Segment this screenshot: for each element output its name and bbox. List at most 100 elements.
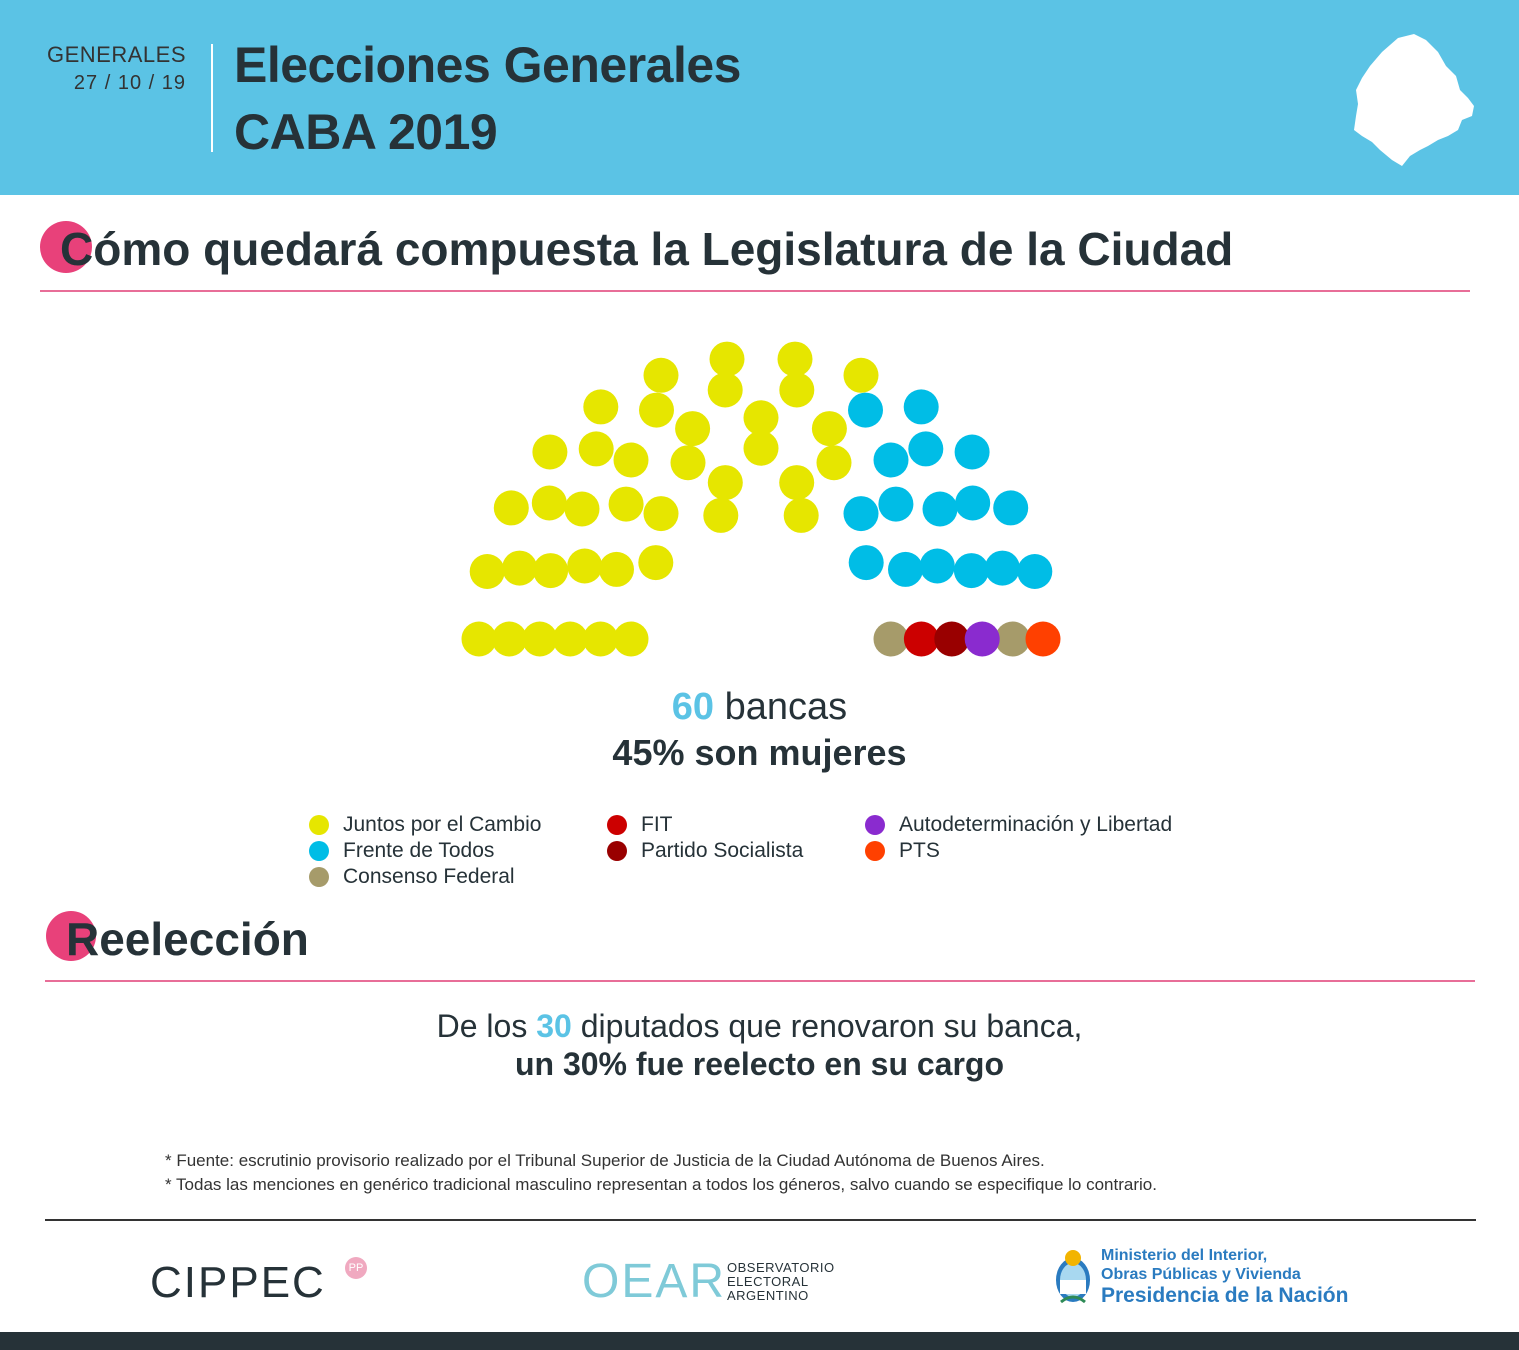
seat-dot [848,392,883,428]
seats-total-text: 60 bancas [0,686,1519,729]
seat-dot [908,431,944,467]
legend-label: Consenso Federal [343,865,515,888]
legend-label: Juntos por el Cambio [343,813,542,836]
seat-dot [903,621,939,657]
legend-swatch [607,841,627,861]
seat-dot [709,341,745,377]
election-date: 27 / 10 / 19 [73,72,186,94]
seat-dot [502,550,538,586]
seat-dot [599,551,634,587]
seat-dot [608,486,644,522]
legend-item: Juntos por el Cambio [309,812,541,838]
seat-dot [779,465,815,501]
legend-swatch [865,815,885,835]
section-title-reelection: Reelección [66,913,309,965]
legend-swatch [309,867,329,887]
seat-dot [1017,554,1053,589]
seat-dot [964,621,1000,657]
seat-dot [531,485,567,521]
seat-dot [638,545,674,581]
seat-dot [461,621,497,657]
seat-dot [934,621,970,657]
legend-swatch [607,815,627,835]
section-marker-dot [40,221,92,273]
ministry-name-line2: Obras Públicas y Vivienda [1101,1266,1301,1283]
seat-dot [1025,621,1061,657]
seat-dot [670,445,706,481]
page-title-line2: CABA 2019 [234,104,498,160]
seat-dot [843,496,879,532]
legend-item: PTS [865,838,940,864]
women-share-text: 45% son mujeres [612,732,907,773]
oear-logo: OEAR [582,1255,727,1308]
oear-subtitle: ELECTORAL [727,1274,809,1289]
reelection-statement: De los 30 diputados que renovaron su ban… [0,1008,1519,1045]
section-marker-dot [46,911,96,961]
parliament-chart [461,341,1061,657]
header-banner: GENERALES 27 / 10 / 19 Elecciones Genera… [0,0,1519,195]
cippec-badge-icon: PP [345,1257,367,1279]
seat-dot [643,496,679,532]
legend-label: Autodeterminación y Libertad [899,813,1173,836]
footer-divider [45,1219,1476,1221]
seat-dot [564,491,600,527]
seat-dot [707,465,743,501]
cippec-logo: CIPPEC [150,1258,326,1307]
seat-dot [675,411,711,447]
seat-dot [903,389,939,425]
seat-dot [532,434,568,470]
bottom-bar [0,1332,1519,1350]
section-divider [45,980,1475,982]
legend-swatch [865,841,885,861]
oear-subtitle: ARGENTINO [727,1288,809,1303]
legend-swatch [309,841,329,861]
seat-dot [743,430,779,466]
legend-label: Partido Socialista [641,839,804,862]
reelection-suffix: diputados que renovaron su banca, [580,1008,1083,1044]
seat-dot [848,545,884,581]
seat-dot [707,372,743,408]
legend-label: Frente de Todos [343,839,495,862]
footnote-source: * Fuente: escrutinio provisorio realizad… [165,1151,1045,1170]
seat-dot [873,621,909,657]
seat-dot [919,548,955,584]
legend-item: Consenso Federal [309,864,515,890]
seat-dot [922,491,958,527]
seat-dot [955,485,991,521]
seat-dot [777,341,813,377]
legend-item: Frente de Todos [309,838,494,864]
seat-dot [843,357,879,393]
seat-dot [522,621,558,657]
legend-item: Autodeterminación y Libertad [865,812,1172,838]
reelection-result: un 30% fue reelecto en su cargo [514,1046,1005,1082]
seat-dot [583,621,619,657]
seat-dot [533,553,569,589]
seats-label: bancas [724,686,848,728]
seat-dot [783,497,819,533]
seat-dot [995,621,1031,657]
header-divider [211,44,213,152]
section-divider [40,290,1470,292]
legend-label: FIT [641,813,673,836]
seats-number: 60 [671,686,715,728]
seat-dot [552,621,588,657]
ministry-name-line3: Presidencia de la Nación [1101,1284,1349,1307]
oear-subtitle: OBSERVATORIO [727,1260,835,1275]
legend-label: PTS [899,839,940,862]
reelection-number: 30 [536,1008,572,1044]
seat-dot [953,553,989,589]
seat-dot [878,486,914,522]
seat-dot [583,389,619,425]
legend-item: Partido Socialista [607,838,803,864]
seat-dot [469,554,505,589]
seat-dot [816,445,852,481]
caba-map-icon [1354,34,1474,166]
seat-dot [993,490,1029,526]
ministry-name-line1: Ministerio del Interior, [1101,1247,1268,1264]
legend-swatch [309,815,329,835]
seat-dot [567,548,603,584]
seat-dot [639,392,674,428]
seat-dot [954,434,990,470]
seat-dot [613,442,649,478]
seat-dot [888,551,923,587]
